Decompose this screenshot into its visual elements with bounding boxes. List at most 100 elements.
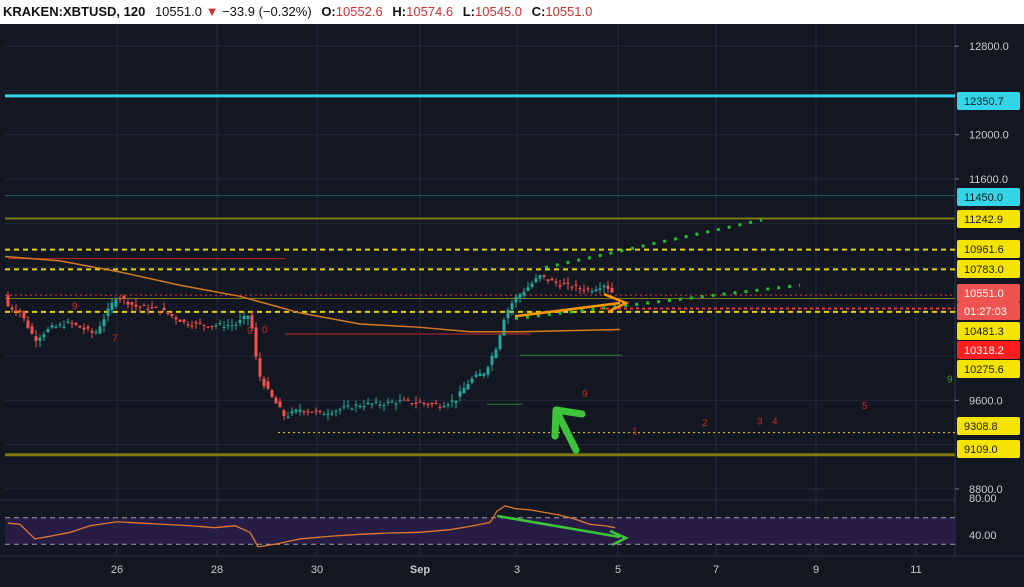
price-tag-label: 10961.6 (964, 244, 1004, 256)
td-count-label: 3 (757, 417, 763, 428)
candle-body (570, 287, 574, 289)
candle-body (266, 381, 270, 389)
candle-body (482, 373, 486, 376)
candle-body (578, 288, 582, 290)
candle-body (542, 275, 546, 277)
candle-body (118, 298, 122, 300)
price-tag-box (957, 188, 1020, 206)
candle-body (442, 406, 446, 408)
candle-body (334, 410, 338, 412)
price-tag-label: 11242.9 (964, 214, 1003, 226)
candle-body (474, 374, 478, 378)
candle-body (502, 319, 506, 336)
candle-body (458, 391, 462, 397)
td-count-label: 1 (632, 427, 638, 438)
price-tag-box (957, 92, 1020, 110)
candle-body (218, 323, 222, 325)
candle-body (530, 283, 534, 288)
symbol-label[interactable]: KRAKEN:XBTUSD, 120 (3, 4, 146, 19)
candle-body (90, 330, 94, 333)
price-tag-box (957, 417, 1020, 435)
candle-body (390, 401, 394, 403)
price-axis[interactable]: 12800.0 12000.0 11600.0 9600.0 8800.0 12350.7… (955, 24, 1024, 556)
price-tick-label: 9600.0 (969, 395, 1003, 407)
candle-body (210, 325, 214, 327)
candle-body (562, 283, 566, 285)
time-axis-background (0, 556, 1024, 587)
td-count-label: 9 (247, 326, 253, 337)
candle-body (526, 287, 530, 291)
rsi-tick-label: 40.00 (969, 530, 997, 542)
time-axis[interactable]: 26 28 30 Sep 3 5 7 9 11 (0, 555, 1024, 587)
candle-body (70, 322, 74, 324)
price-tag-label: 10318.2 (964, 345, 1004, 357)
candle-body (306, 411, 310, 413)
candle-body (518, 294, 522, 298)
candle-body (554, 281, 558, 283)
candle-body (298, 409, 302, 412)
candle-body (254, 327, 258, 357)
candle-body (506, 309, 510, 319)
candle-body (130, 302, 134, 305)
candle-body (226, 325, 230, 327)
candle-body (326, 413, 330, 415)
time-tick-label: 3 (514, 564, 520, 576)
candle-body (198, 322, 202, 324)
price-tag-box (957, 240, 1020, 258)
candle-body (150, 307, 154, 309)
candle-body (66, 321, 70, 323)
price-tick-label: 12000.0 (969, 130, 1009, 142)
rsi-tick-label: 80.00 (969, 493, 997, 505)
candle-body (174, 317, 178, 320)
price-tick-label: 8800.0 (969, 484, 1003, 496)
candle-body (278, 401, 282, 408)
rsi-band (5, 517, 955, 545)
candle-body (62, 326, 66, 328)
chart-grid (0, 24, 956, 556)
candle-body (82, 327, 86, 330)
candle-body (446, 404, 450, 406)
candle-body (610, 287, 614, 293)
price-tag-label: 12350.7 (964, 96, 1004, 108)
down-triangle-icon: ▼ (205, 4, 219, 19)
high-value: 10574.6 (406, 4, 454, 19)
orange-right-arrow-icon (603, 292, 630, 313)
low-value: 10545.0 (475, 4, 523, 19)
candle-body (274, 397, 278, 404)
candle-body (30, 326, 34, 334)
candle-body (158, 311, 162, 313)
price-tag-label: 10783.0 (964, 264, 1004, 276)
candle-body (426, 403, 430, 405)
candle-body (262, 378, 266, 387)
close-label: C: (531, 4, 546, 19)
candle-body (74, 323, 78, 325)
time-tick-label: 5 (615, 564, 621, 576)
drawings (514, 218, 801, 454)
candle-body (242, 316, 246, 319)
candle-body (186, 324, 190, 326)
candle-body (450, 400, 454, 402)
candle-body (338, 409, 342, 411)
candle-body (454, 400, 458, 403)
candle-body (574, 284, 578, 286)
candle-body (170, 313, 174, 317)
candle-body (594, 289, 598, 291)
candle-body (294, 409, 298, 412)
candle-body (238, 319, 242, 323)
price-tag-label: 10481.3 (964, 326, 1004, 338)
candle-body (310, 411, 314, 413)
candle-body (98, 326, 102, 334)
candle-body (270, 390, 274, 397)
candle-body (154, 306, 158, 308)
candle-body (214, 325, 218, 327)
candle-body (202, 324, 206, 326)
candle-body (166, 311, 170, 314)
candle-body (182, 319, 186, 322)
candle-body (598, 288, 602, 290)
candle-body (318, 410, 322, 412)
candle-body (54, 326, 58, 328)
candle-body (382, 405, 386, 407)
time-tick-label: Sep (410, 564, 430, 576)
candle-body (494, 349, 498, 359)
